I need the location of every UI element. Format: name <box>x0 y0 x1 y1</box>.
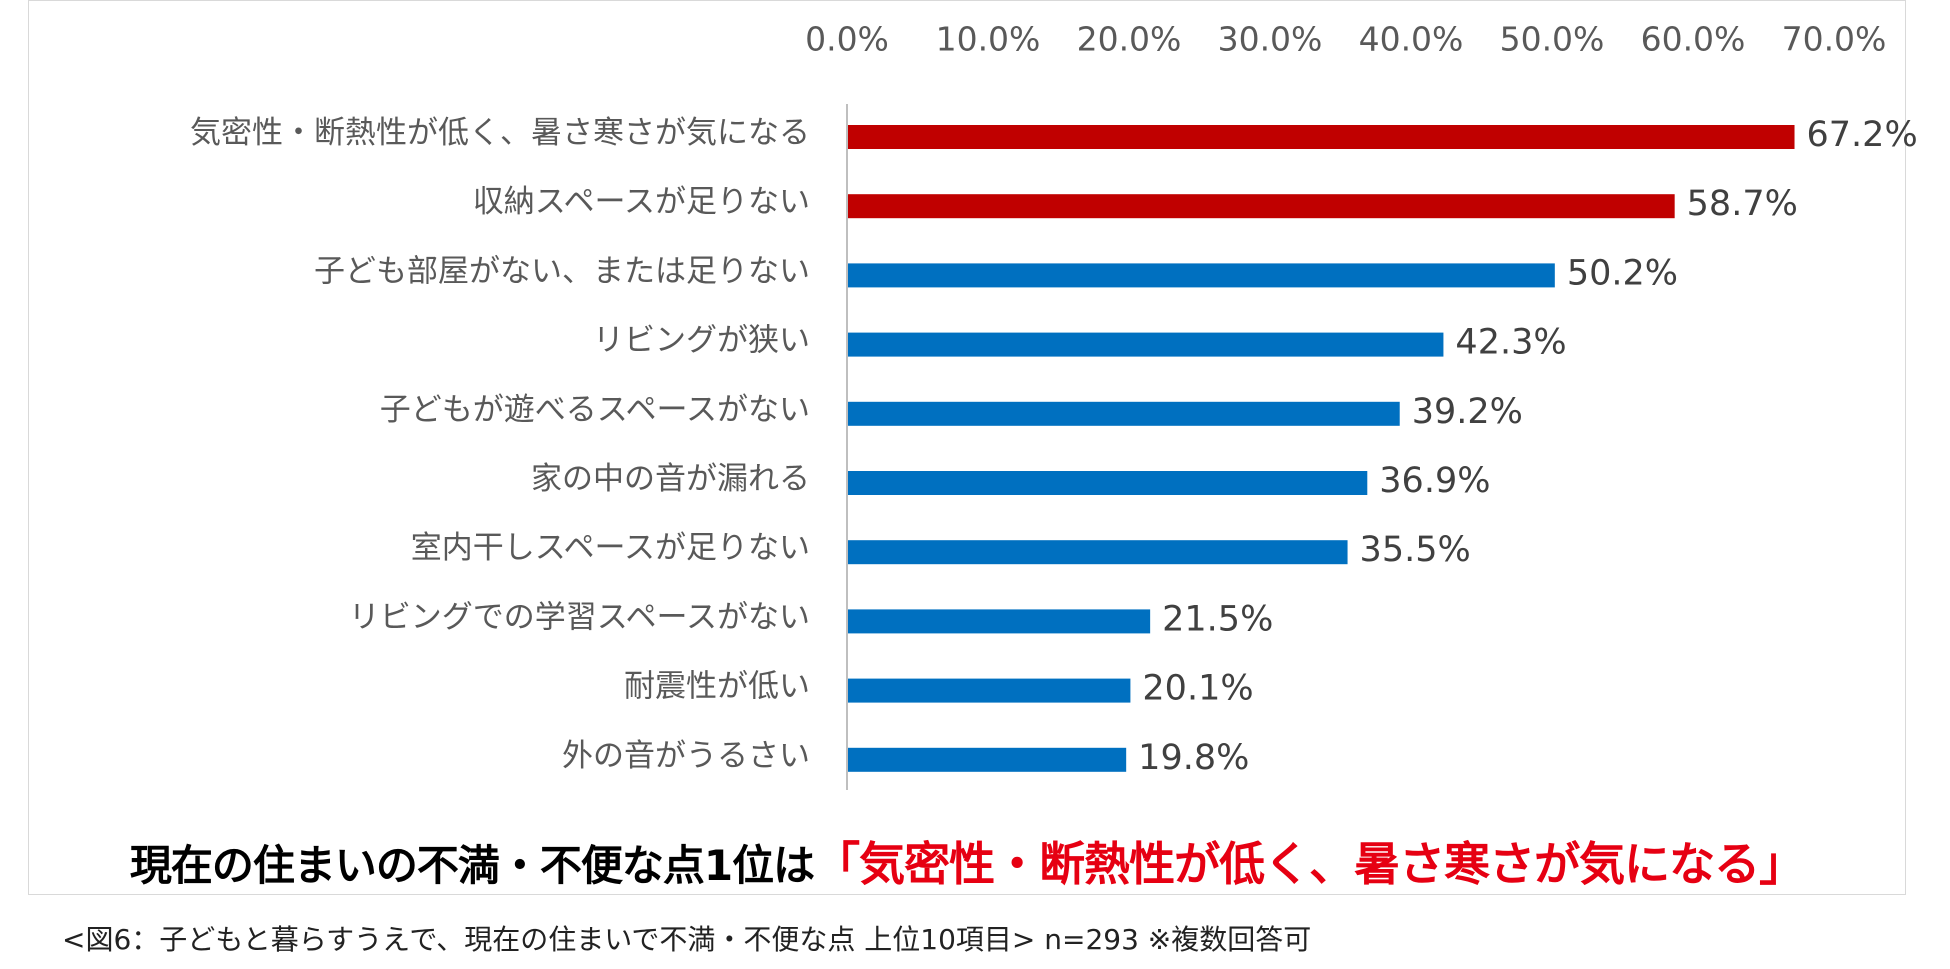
bar <box>848 125 1795 149</box>
bar <box>848 540 1348 565</box>
category-label: 外の音がうるさい <box>562 738 810 774</box>
bar <box>848 747 1127 772</box>
category-label: リビングが狭い <box>593 323 810 359</box>
figure-caption: <図6：子どもと暮らすうえで、現在の住まいで不満・不便な点 上位10項目> n=… <box>62 923 1312 956</box>
category-label: 家の中の音が漏れる <box>531 461 810 497</box>
bar <box>848 401 1400 426</box>
bar <box>848 678 1131 703</box>
data-label: 50.2% <box>1567 253 1678 293</box>
data-label: 19.8% <box>1138 738 1249 778</box>
x-tick-label: 30.0% <box>1218 20 1323 59</box>
x-tick-label: 0.0% <box>805 20 889 59</box>
data-label: 67.2% <box>1807 115 1918 155</box>
headline-highlight: 「気密性・断熱性が低く、暑さ寒さが気になる」 <box>814 837 1805 891</box>
bar <box>848 263 1555 288</box>
category-label: 子ども部屋がない、または足りない <box>314 253 810 289</box>
x-tick-label: 50.0% <box>1500 20 1605 59</box>
x-tick-label: 60.0% <box>1641 20 1746 59</box>
data-label: 36.9% <box>1379 461 1490 501</box>
bar <box>848 194 1675 219</box>
data-label: 20.1% <box>1142 669 1253 709</box>
bar <box>848 332 1444 357</box>
category-label: 収納スペースが足りない <box>473 184 810 220</box>
headline-prefix: 現在の住まいの不満・不便な点1位は <box>129 841 815 890</box>
bar <box>848 471 1368 495</box>
bar <box>848 609 1151 634</box>
data-label: 21.5% <box>1162 599 1273 639</box>
category-label: リビングでの学習スペースがない <box>349 599 810 635</box>
data-label: 58.7% <box>1687 184 1798 224</box>
x-tick-label: 10.0% <box>936 20 1041 59</box>
x-tick-label: 40.0% <box>1359 20 1464 59</box>
data-label: 35.5% <box>1360 530 1471 570</box>
chart-frame <box>28 0 1906 895</box>
category-label: 気密性・断熱性が低く、暑さ寒さが気になる <box>190 115 810 151</box>
headline: 現在の住まいの不満・不便な点1位は「気密性・断熱性が低く、暑さ寒さが気になる」 <box>28 828 1906 894</box>
x-tick-label: 70.0% <box>1782 20 1887 59</box>
category-label: 子どもが遊べるスペースがない <box>380 392 810 428</box>
data-label: 42.3% <box>1455 323 1566 363</box>
data-label: 39.2% <box>1412 392 1523 432</box>
category-label: 室内干しスペースが足りない <box>411 530 810 566</box>
category-label: 耐震性が低い <box>624 669 810 705</box>
x-tick-label: 20.0% <box>1077 20 1182 59</box>
